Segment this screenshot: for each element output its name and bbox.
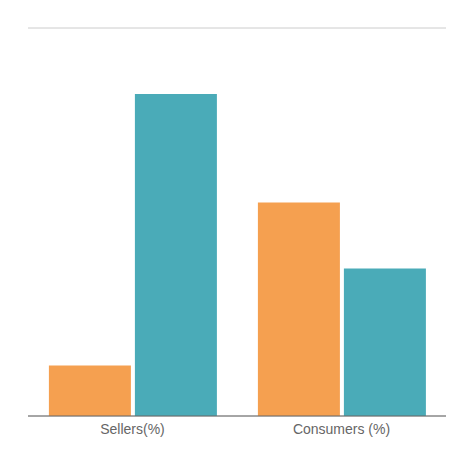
svg-text:Sellers(%): Sellers(%): [100, 421, 165, 437]
svg-text:Consumers (%): Consumers (%): [293, 421, 390, 437]
